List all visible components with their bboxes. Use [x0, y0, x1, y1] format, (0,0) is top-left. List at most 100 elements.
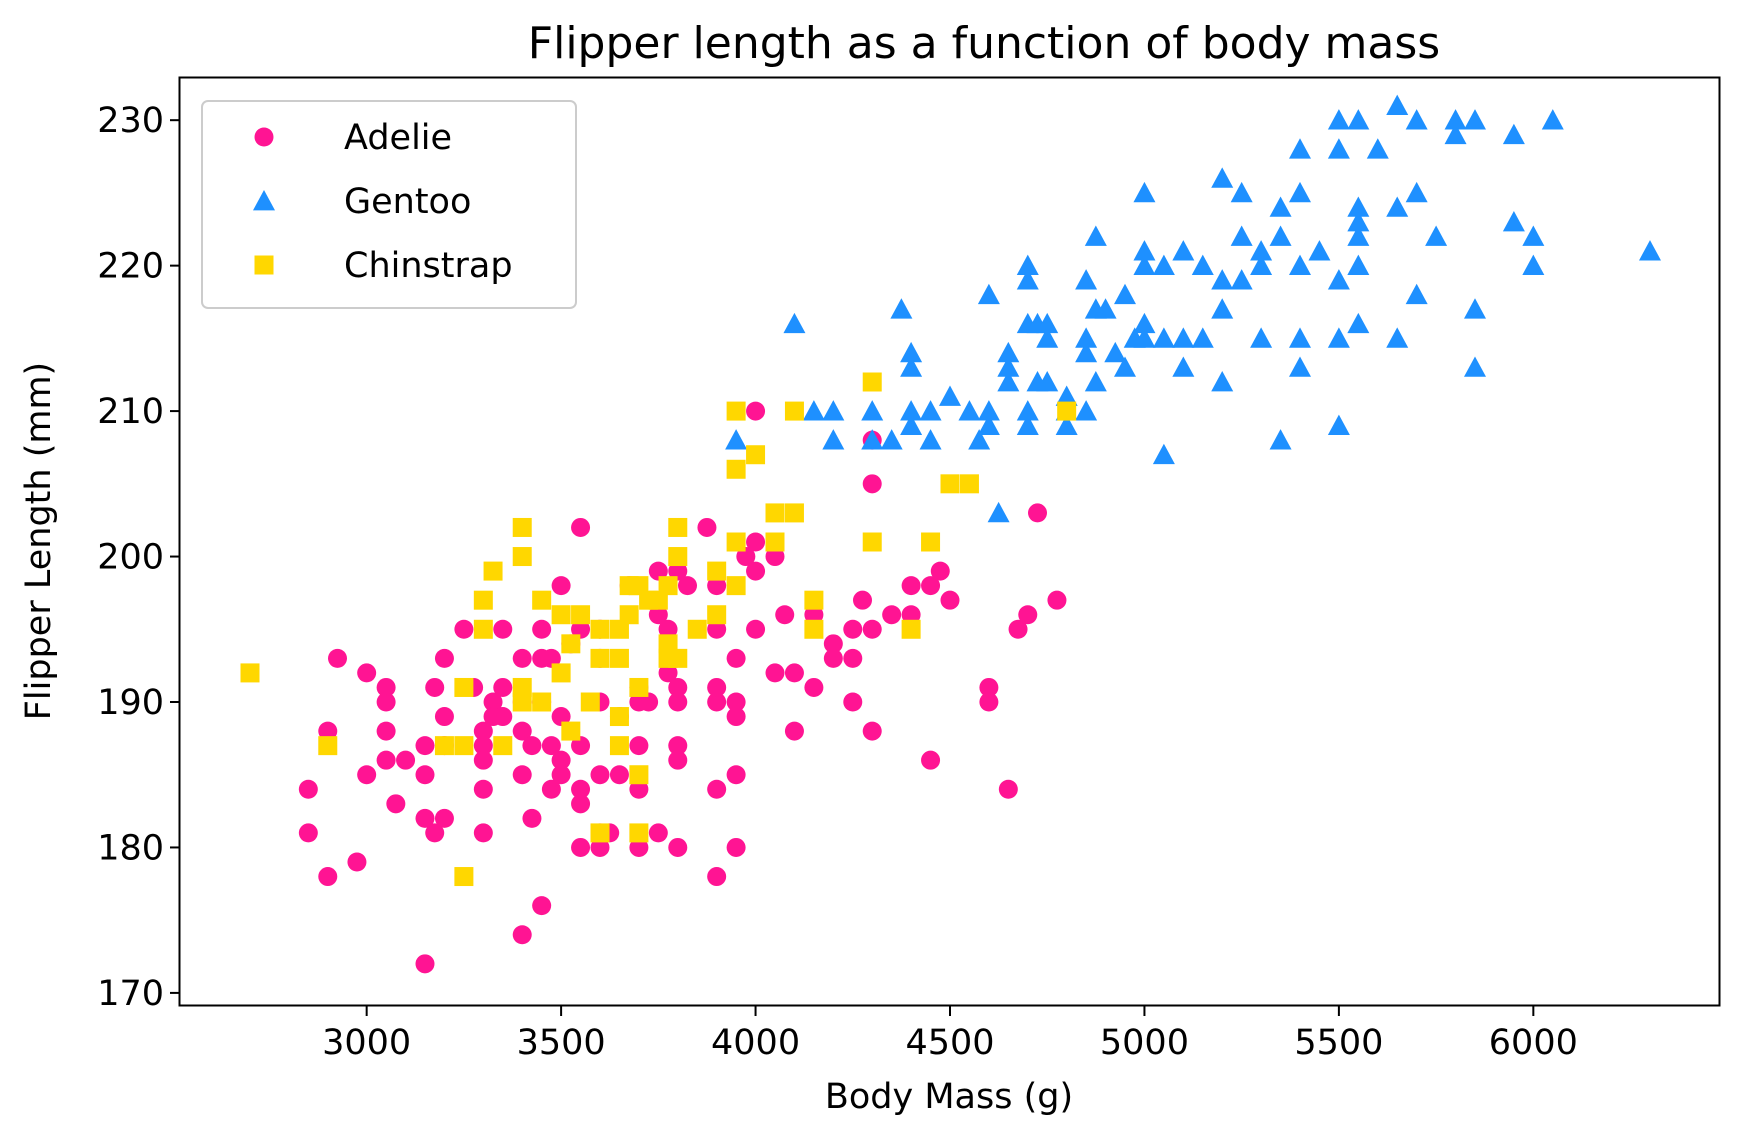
chinstrap-point [609, 619, 629, 639]
gentoo-point [1464, 356, 1486, 377]
gentoo-point [1289, 356, 1311, 377]
gentoo-point [1269, 225, 1292, 246]
chinstrap-point [959, 474, 979, 494]
adelie-point [347, 852, 367, 872]
adelie-point [726, 837, 746, 857]
chinstrap-point [804, 619, 824, 639]
gentoo-point [1133, 240, 1156, 261]
y-tick-label: 210 [97, 392, 164, 432]
adelie-point [668, 837, 688, 857]
x-axis-label: Body Mass (g) [825, 1077, 1073, 1117]
gentoo-point [1386, 327, 1409, 348]
adelie-point [862, 721, 882, 741]
adelie-point [532, 896, 552, 916]
chinstrap-point [726, 576, 746, 596]
adelie-point [726, 707, 746, 727]
y-tick-label: 200 [97, 538, 164, 578]
gentoo-point [1327, 414, 1350, 435]
gentoo-point [1425, 225, 1448, 246]
chinstrap-point [629, 765, 649, 785]
chinstrap-point [454, 867, 474, 887]
gentoo-point [822, 429, 845, 450]
legend-label-chinstrap: Chinstrap [344, 246, 513, 286]
adelie-point [658, 663, 678, 683]
chinstrap-point [512, 547, 532, 567]
adelie-point [512, 721, 532, 741]
y-tick-label: 230 [97, 101, 164, 141]
adelie-point [425, 823, 445, 843]
adelie-point [357, 765, 377, 785]
gentoo-point [1230, 269, 1253, 290]
adelie-point [1018, 605, 1038, 625]
chinstrap-point [609, 707, 629, 727]
chinstrap-point [561, 634, 581, 654]
adelie-point [648, 561, 668, 581]
adelie-point [590, 837, 610, 857]
plot-frame [178, 76, 1721, 1007]
adelie-point [648, 605, 668, 625]
legend-marker-chinstrap [254, 255, 274, 275]
gentoo-point [1016, 254, 1039, 275]
adelie-point [434, 648, 454, 668]
adelie-point [804, 677, 824, 697]
adelie-point [376, 721, 396, 741]
adelie-point [726, 648, 746, 668]
gentoo-point [1405, 109, 1428, 130]
adelie-point [784, 721, 804, 741]
adelie-point [940, 590, 960, 610]
gentoo-point [900, 341, 923, 363]
adelie-point [1047, 590, 1067, 610]
chinstrap-point [561, 721, 581, 741]
adelie-point [493, 677, 513, 697]
gentoo-point [1289, 327, 1311, 348]
gentoo-point [1250, 327, 1273, 348]
legend-box [201, 100, 577, 309]
adelie-point [882, 605, 902, 625]
adelie-point [415, 736, 435, 756]
adelie-point [901, 605, 921, 625]
gentoo-point [1016, 269, 1039, 290]
adelie-point [921, 750, 941, 770]
gentoo-point [1191, 327, 1214, 348]
adelie-point [376, 692, 396, 712]
gentoo-point [958, 400, 981, 421]
legend-marker-adelie [254, 127, 274, 147]
legend-label-gentoo: Gentoo [344, 182, 471, 222]
chinstrap-point [668, 517, 688, 537]
adelie-point [697, 517, 717, 537]
adelie-point [609, 765, 629, 785]
chinstrap-point [240, 663, 260, 683]
gentoo-point [1250, 254, 1273, 275]
gentoo-point [977, 414, 1000, 435]
adelie-point [823, 648, 843, 668]
chinstrap-point [629, 576, 649, 596]
x-tick-label: 5000 [1100, 1023, 1189, 1063]
chinstrap-point [668, 648, 688, 668]
chinstrap-point [901, 619, 921, 639]
gentoo-point [1075, 341, 1098, 363]
adelie-point [298, 779, 318, 799]
gentoo-point [1211, 269, 1234, 290]
gentoo-point [1289, 138, 1311, 159]
adelie-point [901, 576, 921, 596]
gentoo-point [1114, 283, 1136, 305]
gentoo-point [1133, 254, 1156, 275]
adelie-point [678, 576, 697, 596]
chinstrap-point [940, 474, 960, 494]
adelie-point [493, 619, 513, 639]
adelie-point [1008, 619, 1028, 639]
adelie-point [707, 619, 727, 639]
gentoo-point [1016, 400, 1039, 421]
gentoo-point [1084, 371, 1107, 392]
adelie-point [862, 474, 882, 494]
legend-marker-gentoo [253, 190, 275, 211]
gentoo-point [1172, 327, 1195, 348]
adelie-point [434, 707, 454, 727]
adelie-point [434, 808, 454, 828]
y-tick-label: 190 [97, 683, 164, 723]
adelie-point [522, 808, 542, 828]
gentoo-point [900, 414, 923, 435]
adelie-point [571, 736, 591, 756]
chinstrap-point [746, 445, 766, 465]
adelie-point [454, 619, 474, 639]
